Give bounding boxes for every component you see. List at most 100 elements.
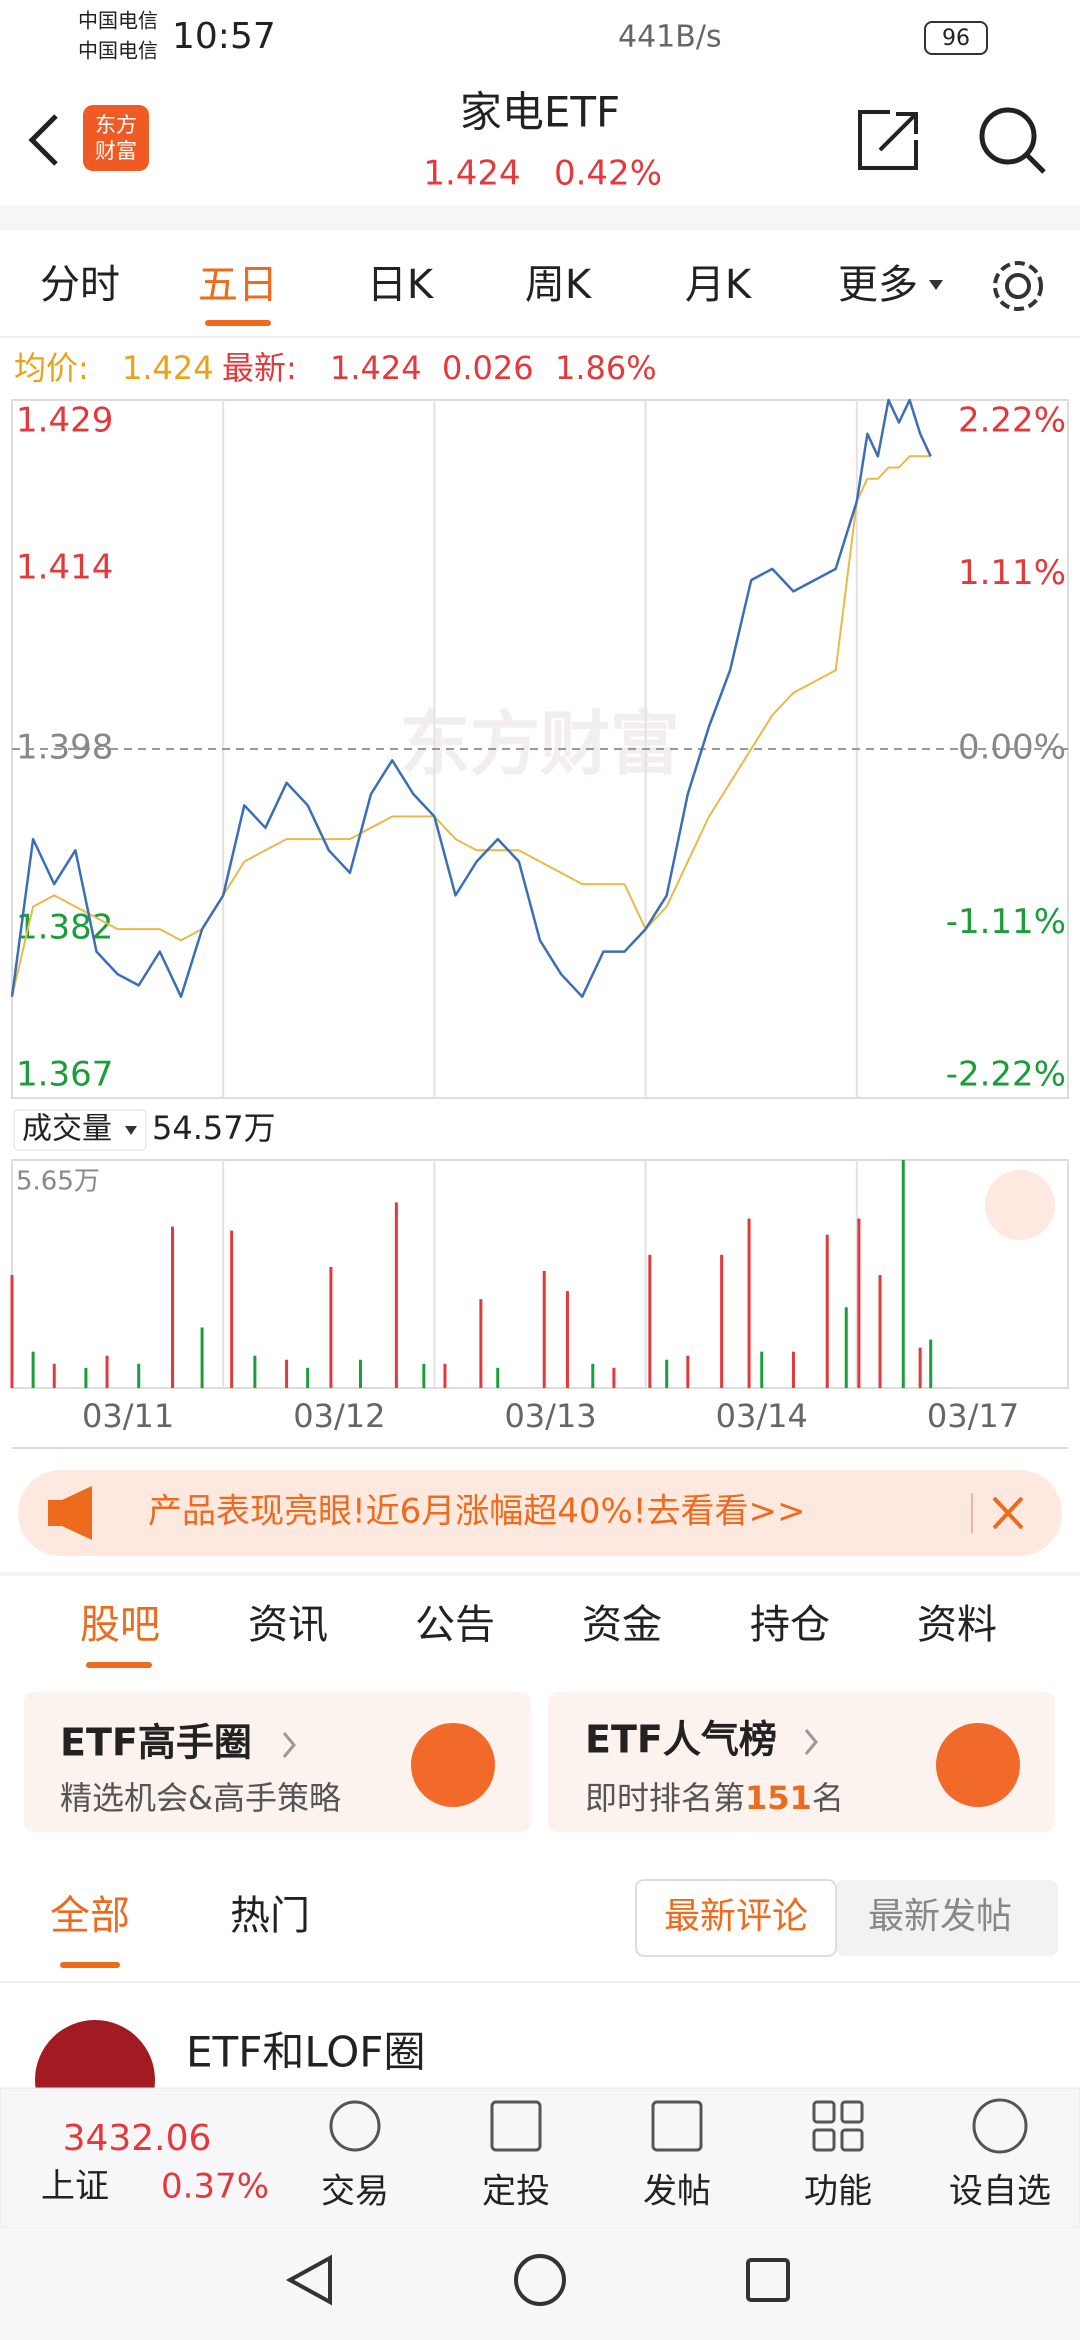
- volume-bar: [10, 1275, 14, 1388]
- volume-bar: [591, 1363, 595, 1388]
- x-tick-label: 03/17: [927, 1397, 1019, 1435]
- tab[interactable]: 分时: [40, 262, 120, 308]
- tab-active[interactable]: 股吧: [80, 1602, 160, 1648]
- volume-bar: [542, 1270, 546, 1388]
- icon: [812, 2100, 864, 2152]
- home-key[interactable]: [514, 2254, 566, 2306]
- volume-bar: [422, 1363, 426, 1388]
- tab[interactable]: 公告: [415, 1602, 495, 1648]
- tab-active[interactable]: 五日: [198, 262, 278, 308]
- nav-item[interactable]: 设自选: [949, 2172, 1051, 2212]
- tab[interactable]: 月K: [685, 262, 753, 308]
- nav-item[interactable]: 定投: [482, 2172, 550, 2212]
- volume-bar: [84, 1367, 88, 1388]
- x-tick-label: 03/14: [716, 1397, 808, 1435]
- y-tick-label: 5.65万: [16, 1167, 100, 1197]
- dropdown-arrow: [125, 1126, 137, 1135]
- card[interactable]: [548, 1692, 1055, 1832]
- text: 即时排名第: [585, 1779, 745, 1817]
- y2-tick-label: 1.11%: [958, 553, 1066, 593]
- clock: 10:57: [172, 16, 276, 57]
- card-title: ETF人气榜: [585, 1718, 777, 1762]
- tab[interactable]: 热门: [230, 1893, 310, 1939]
- volume-bar: [720, 1254, 724, 1388]
- tab[interactable]: 资料: [917, 1602, 997, 1648]
- carrier: 中国电信: [78, 39, 158, 63]
- icon: [329, 2100, 381, 2152]
- tab[interactable]: 持仓: [750, 1602, 830, 1648]
- tab[interactable]: 资金: [582, 1602, 662, 1648]
- system-nav: [0, 2228, 1080, 2340]
- card-icon: [411, 1723, 495, 1807]
- card-subtitle: 精选机会&高手策略: [60, 1779, 341, 1817]
- nav-item[interactable]: 交易: [321, 2172, 389, 2212]
- index-change[interactable]: 0.37%: [161, 2167, 269, 2207]
- net-speed: 441B/s: [618, 20, 722, 55]
- y-tick-label: 1.367: [16, 1055, 113, 1095]
- banner[interactable]: [18, 1470, 1062, 1556]
- x-tick-label: 03/11: [82, 1397, 174, 1435]
- back-button[interactable]: [28, 114, 58, 166]
- volume-bar: [394, 1202, 398, 1388]
- tab-active[interactable]: 全部: [50, 1893, 130, 1939]
- button[interactable]: [836, 1880, 1058, 1956]
- close-button[interactable]: [992, 1496, 1024, 1530]
- volume-bar: [791, 1351, 795, 1388]
- index-name[interactable]: 上证: [41, 2167, 109, 2207]
- volume-bar: [306, 1367, 310, 1388]
- tab[interactable]: 资讯: [248, 1602, 328, 1648]
- volume-bar: [648, 1254, 652, 1388]
- back-key[interactable]: [285, 2254, 332, 2306]
- volume-bar: [479, 1299, 483, 1388]
- avg-value: 1.424: [122, 349, 214, 387]
- text: 名: [812, 1779, 844, 1817]
- volume-bar: [901, 1160, 905, 1388]
- volume-bar: [612, 1367, 616, 1388]
- volume-bar: [747, 1218, 751, 1388]
- logo-text: 东方: [95, 113, 137, 137]
- title: 家电ETF: [460, 88, 620, 137]
- tab[interactable]: 更多: [838, 262, 918, 308]
- search-button[interactable]: [979, 107, 1046, 174]
- volume-selector[interactable]: [13, 1109, 147, 1151]
- card-subtitle: 即时排名第151名: [585, 1779, 844, 1817]
- nav-item[interactable]: 发帖: [643, 2172, 711, 2212]
- y-tick-label: 1.414: [16, 547, 113, 587]
- volume-bar: [171, 1226, 175, 1388]
- volume-label: 成交量: [22, 1112, 112, 1147]
- volume-bar: [844, 1307, 848, 1388]
- tab[interactable]: 日K: [367, 262, 435, 308]
- volume-bar: [105, 1355, 109, 1388]
- tab[interactable]: 周K: [525, 262, 593, 308]
- sort-button[interactable]: 最新评论: [664, 1896, 808, 1937]
- volume-total: 54.57万: [152, 1109, 276, 1147]
- volume-bar: [443, 1363, 447, 1388]
- button-active[interactable]: [635, 1879, 837, 1957]
- speaker-icon: [48, 1486, 92, 1540]
- card-title: ETF高手圈: [60, 1721, 252, 1765]
- recent-key[interactable]: [746, 2258, 790, 2302]
- icon: [651, 2100, 703, 2152]
- settings-button[interactable]: [993, 261, 1043, 311]
- volume-bar: [230, 1230, 234, 1388]
- y-tick-label: 1.429: [16, 401, 113, 441]
- nav-item[interactable]: 功能: [804, 2172, 872, 2212]
- volume-bar: [686, 1355, 690, 1388]
- share-button[interactable]: [858, 110, 918, 170]
- volume-bar: [857, 1218, 861, 1388]
- last-value: 1.424: [330, 349, 422, 387]
- sort-button[interactable]: 最新发帖: [868, 1896, 1012, 1937]
- expand-button[interactable]: [985, 1170, 1055, 1240]
- banner-text[interactable]: 产品表现亮眼!近6月涨幅超40%!去看看>>: [148, 1492, 805, 1532]
- chevron: [804, 1729, 818, 1755]
- volume-bar: [358, 1359, 362, 1388]
- logo-text: 财富: [95, 139, 137, 163]
- index-value[interactable]: 3432.06: [63, 2118, 212, 2159]
- volume-bar: [52, 1363, 56, 1388]
- last-label: 最新:: [222, 349, 297, 387]
- card[interactable]: [24, 1692, 531, 1832]
- post-title[interactable]: ETF和LOF圈: [186, 2028, 425, 2077]
- volume-bar: [496, 1367, 500, 1388]
- logo: [83, 105, 149, 171]
- volume-bar: [31, 1351, 35, 1388]
